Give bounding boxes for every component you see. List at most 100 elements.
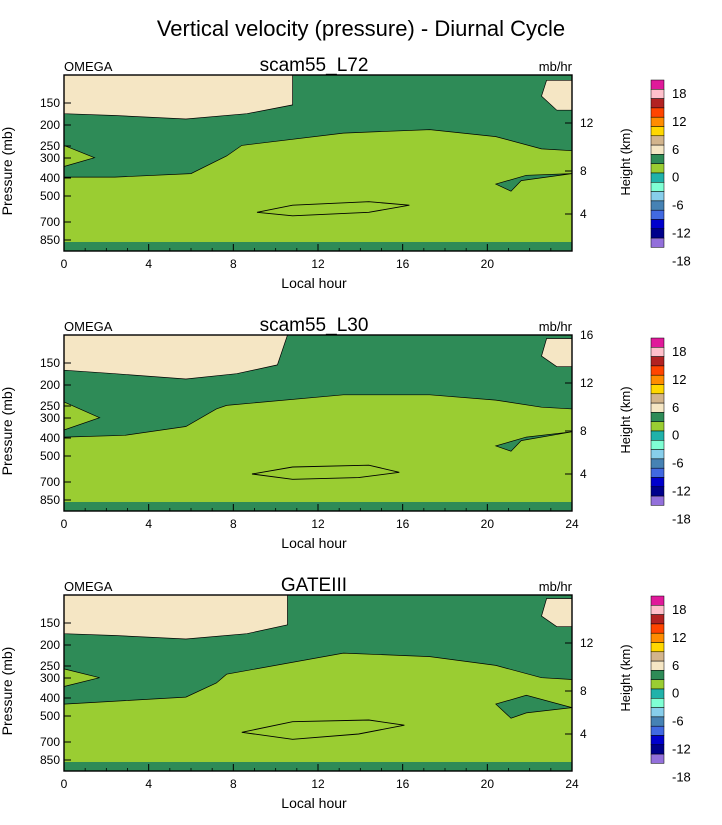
right-tick-label: 4 [580, 727, 587, 741]
y-tick-label: 300 [40, 151, 60, 165]
y-tick-label: 300 [40, 671, 60, 685]
field-near-zero-notch-right [494, 173, 573, 192]
x-axis-label: Local hour [281, 535, 347, 551]
colorbar-swatch [650, 707, 665, 718]
colorbar-tick-label: -6 [672, 456, 684, 471]
colorbar-swatch [650, 228, 665, 239]
panel-title: scam55_L72 [260, 55, 369, 76]
colorbar-swatch [650, 753, 665, 764]
colorbar-swatch [650, 486, 665, 497]
colorbar-swatch [650, 200, 665, 211]
x-tick-label: 20 [481, 777, 495, 791]
colorbar-tick-label: -12 [672, 484, 691, 499]
colorbar-tick-label: -6 [672, 714, 684, 729]
x-tick-label: 0 [61, 517, 68, 531]
x-tick-label: 0 [61, 777, 68, 791]
colorbar-swatch [650, 660, 665, 671]
x-tick-label: 20 [481, 257, 495, 271]
colorbar-tick-label: 12 [672, 372, 686, 387]
y-tick-label: 700 [40, 735, 60, 749]
colorbar-swatch [650, 144, 665, 155]
field-near-zero-notch-right [495, 694, 573, 719]
colorbar-swatch [650, 172, 665, 183]
colorbar-swatch [650, 651, 665, 662]
colorbar-swatch [650, 182, 665, 192]
colorbar-swatch [650, 98, 665, 109]
y-tick-label: 300 [40, 411, 60, 425]
colorbar-swatch [650, 449, 665, 460]
right-tick-label: 12 [580, 376, 594, 390]
x-tick-label: 4 [145, 777, 152, 791]
colorbar-swatch [650, 595, 665, 606]
colorbar-swatch [650, 126, 665, 137]
y-tick-label: 850 [40, 493, 60, 507]
colorbar-tick-label: 12 [672, 630, 686, 645]
x-tick-label: 24 [565, 777, 579, 791]
colorbar-swatch [650, 384, 665, 395]
colorbar-tick-label: -6 [672, 198, 684, 213]
x-tick-label: 8 [230, 257, 237, 271]
y-tick-label: 850 [40, 233, 60, 247]
units-label: mb/hr [539, 579, 573, 594]
colorbar-tick-label: 0 [672, 686, 679, 701]
y-tick-label: 250 [40, 139, 60, 153]
panels: OMEGA mb/hr scam55_L72 0 4 8 12 16 20 Local hour 1… [0, 55, 594, 811]
variable-label: OMEGA [64, 319, 113, 334]
colorbar-label: Height (km) [618, 644, 633, 711]
colorbar-tick-label: 6 [672, 142, 679, 157]
y-tick-label: 150 [40, 356, 60, 370]
variable-label: OMEGA [64, 579, 113, 594]
field-positive-left [63, 334, 288, 380]
colorbar-swatch [650, 209, 665, 220]
x-tick-label: 4 [145, 517, 152, 531]
right-tick-label: 8 [580, 424, 587, 438]
colorbars: 18 12 6 0 -6 -12 -18 Height (km) 18 12 6 0 -6 -12 -18 H… [618, 79, 691, 784]
colorbar-swatch [650, 421, 665, 432]
x-tick-label: 8 [230, 777, 237, 791]
x-tick-label: 12 [311, 257, 325, 271]
colorbar-swatch [650, 458, 665, 469]
y-tick-label: 850 [40, 753, 60, 767]
colorbar-tick-label: 18 [672, 344, 686, 359]
colorbar-tick-label: 18 [672, 602, 686, 617]
field-near-zero-notch-right [494, 431, 573, 452]
colorbar-swatch [650, 356, 665, 367]
colorbar-tick-label: -18 [672, 253, 691, 268]
colorbar-swatch [650, 632, 665, 643]
units-label: mb/hr [539, 319, 573, 334]
contour-line [251, 464, 400, 480]
y-tick-label: 250 [40, 659, 60, 673]
x-tick-label: 12 [311, 777, 325, 791]
panel-title: scam55_L30 [260, 315, 369, 336]
contour-line [241, 719, 405, 740]
y-tick-label: 700 [40, 215, 60, 229]
colorbar-swatch [650, 393, 665, 404]
contour-line [256, 201, 410, 217]
colorbar-swatch [650, 744, 665, 755]
colorbar-swatch [650, 412, 665, 422]
colorbar-swatch [650, 79, 665, 90]
colorbar-tick-label: -18 [672, 769, 691, 784]
colorbar-swatch [650, 116, 665, 127]
colorbar-swatch [650, 725, 665, 736]
y-tick-label: 400 [40, 691, 60, 705]
y-axis-label: Pressure (mb) [0, 647, 15, 736]
colorbar-tick-label: 6 [672, 400, 679, 415]
y-tick-label: 200 [40, 118, 60, 132]
y-axis-label: Pressure (mb) [0, 127, 15, 216]
y-tick-label: 400 [40, 171, 60, 185]
colorbar-swatch [650, 135, 665, 146]
colorbar-tick-label: -12 [672, 226, 691, 241]
x-tick-label: 8 [230, 517, 237, 531]
colorbar-swatch [650, 698, 665, 708]
colorbar-swatch [650, 430, 665, 441]
variable-label: OMEGA [64, 59, 113, 74]
colorbar-tick-label: -12 [672, 742, 691, 757]
colorbar-swatch [650, 623, 665, 634]
colorbar-tick-label: 0 [672, 428, 679, 443]
colorbar-label: Height (km) [618, 128, 633, 195]
y-tick-label: 700 [40, 475, 60, 489]
y-tick-label: 500 [40, 449, 60, 463]
right-tick-label: 8 [580, 684, 587, 698]
field-positive-left [63, 74, 293, 120]
